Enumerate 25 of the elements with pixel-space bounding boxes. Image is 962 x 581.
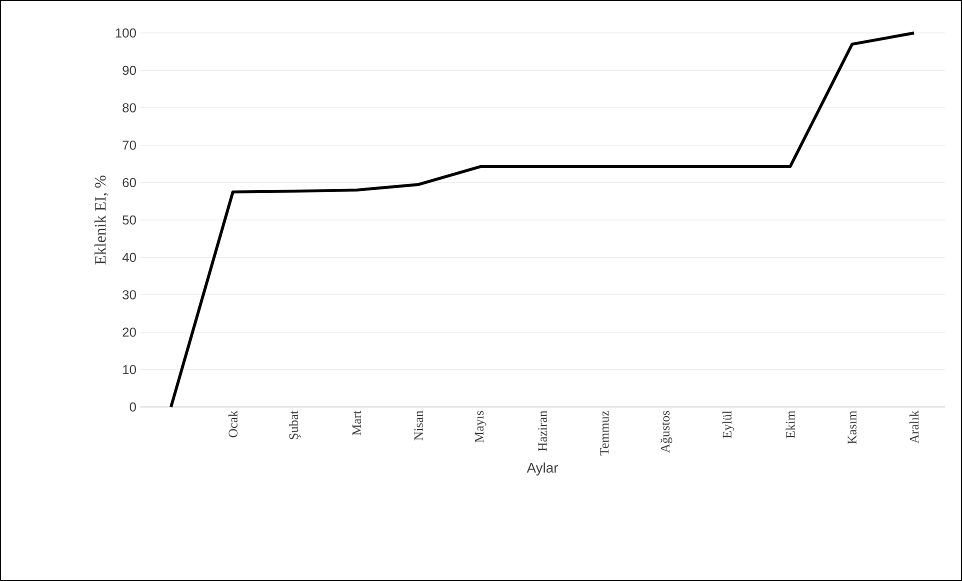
- x-axis-title: Aylar: [526, 462, 558, 476]
- y-tick-label: 40: [122, 252, 136, 262]
- x-tick-label: Mayıs: [474, 410, 486, 443]
- y-tick-label: 90: [122, 66, 136, 75]
- x-tick-label: Ocak: [228, 410, 238, 438]
- x-tick-label: Temmuz: [600, 410, 609, 456]
- x-tick-label: Ekim: [786, 410, 795, 438]
- y-tick-label: 100: [116, 28, 136, 38]
- y-tick-label: 70: [122, 140, 136, 150]
- y-tick-label: 10: [123, 364, 136, 374]
- x-tick-label: Haziran: [538, 410, 547, 452]
- y-tick-label: 0: [130, 402, 136, 412]
- y-tick-label: 80: [122, 103, 136, 112]
- y-tick-label: 60: [122, 178, 136, 188]
- x-tick-label: Aralık: [909, 410, 919, 444]
- x-tick-label: Şubat: [288, 410, 301, 440]
- x-tick-label: Nisan: [414, 410, 424, 440]
- x-tick-label: Mart: [352, 410, 362, 436]
- y-axis-title: Eklenik EI, %: [94, 176, 108, 264]
- x-tick-label: Ağustos: [660, 410, 672, 453]
- y-tick-label: 20: [122, 328, 136, 337]
- x-tick-label: Kasım: [848, 410, 856, 444]
- y-tick-label: 30: [122, 290, 136, 300]
- y-tick-label: 50: [122, 215, 136, 225]
- x-tick-label: Eylül: [722, 410, 734, 438]
